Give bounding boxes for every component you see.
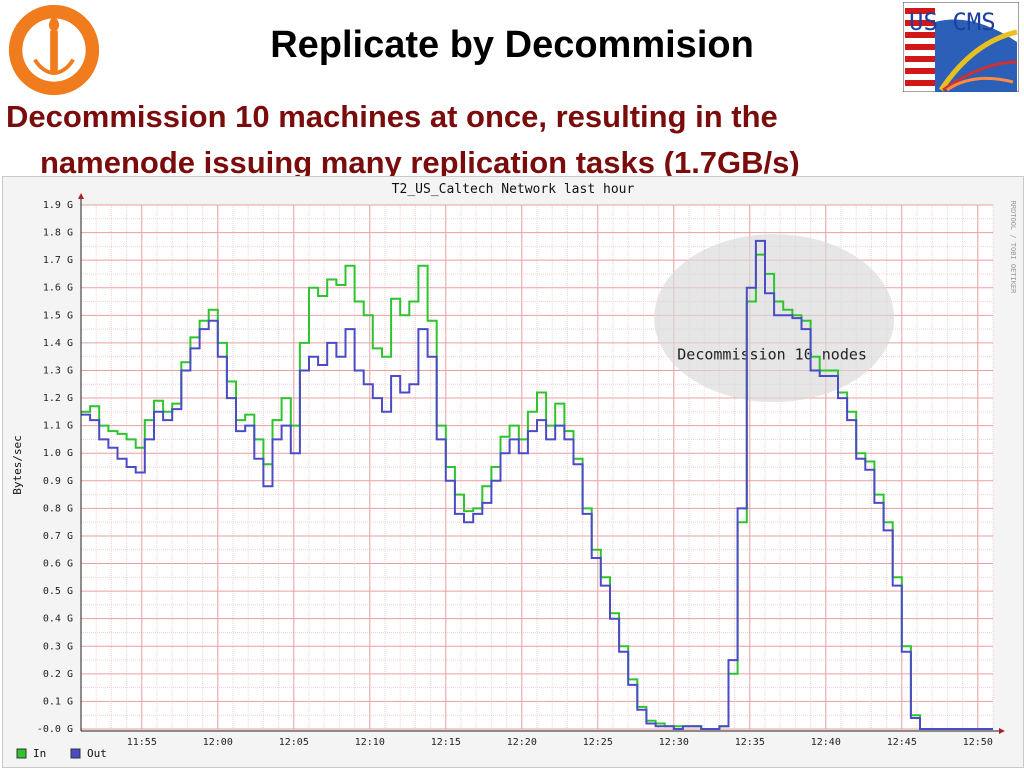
uscms-logo-text: US CMS bbox=[909, 8, 996, 36]
y-tick-label: 0.6 G bbox=[43, 559, 73, 570]
y-tick-label: 1.3 G bbox=[43, 365, 73, 376]
annotation-highlight bbox=[654, 234, 895, 403]
x-tick-label: 12:05 bbox=[279, 737, 309, 748]
x-tick-label: 12:30 bbox=[659, 737, 689, 748]
y-tick-label: 0.3 G bbox=[43, 641, 73, 652]
x-tick-label: 12:25 bbox=[583, 737, 613, 748]
x-tick-label: 12:20 bbox=[507, 737, 537, 748]
network-chart-panel: T2_US_Caltech Network last hour Decommis… bbox=[2, 176, 1024, 768]
legend-label-out: Out bbox=[87, 747, 107, 760]
y-axis-arrow bbox=[78, 193, 84, 199]
annotation-layer: Decommission 10 nodes bbox=[654, 234, 895, 403]
y-tick-label: 0.4 G bbox=[43, 614, 73, 625]
y-tick-label: -0.0 G bbox=[37, 724, 73, 735]
y-tick-label: 1.7 G bbox=[43, 255, 73, 266]
series-out-line bbox=[81, 239, 993, 730]
annotation-label: Decommission 10 nodes bbox=[677, 345, 867, 363]
legend-label-in: In bbox=[33, 747, 46, 760]
x-tick-label: 12:45 bbox=[887, 737, 917, 748]
bullet-line-1: Decommission 10 machines at once, result… bbox=[6, 99, 778, 134]
y-tick-label: 1.1 G bbox=[43, 421, 73, 432]
y-tick-label: 1.2 G bbox=[43, 393, 73, 404]
caltech-seal-logo bbox=[8, 4, 100, 96]
rrdtool-watermark: RRDTOOL / TOBI OETIKER bbox=[1009, 201, 1017, 295]
y-tick-label: 1.4 G bbox=[43, 338, 73, 349]
x-tick-label: 12:10 bbox=[355, 737, 385, 748]
x-tick-label: 12:15 bbox=[431, 737, 461, 748]
y-tick-label: 0.9 G bbox=[43, 476, 73, 487]
uscms-logo: US CMS bbox=[903, 2, 1019, 92]
bullet-text: Decommission 10 machines at once, result… bbox=[6, 94, 1016, 186]
y-tick-label: 1.6 G bbox=[43, 283, 73, 294]
x-tick-label: 12:00 bbox=[203, 737, 233, 748]
axes-layer bbox=[78, 193, 1005, 734]
y-axis-label: Bytes/sec bbox=[11, 435, 24, 495]
y-tick-label: 1.8 G bbox=[43, 228, 73, 239]
x-axis-arrow bbox=[999, 728, 1005, 734]
chart-legend: In Out bbox=[16, 747, 107, 760]
flag-stripes-icon bbox=[905, 8, 935, 86]
network-line-chart: T2_US_Caltech Network last hour Decommis… bbox=[11, 182, 1017, 760]
y-tick-label: 0.8 G bbox=[43, 503, 73, 514]
y-tick-labels: -0.0 G 0.1 G 0.2 G 0.3 G 0.4 G 0.5 G 0.6 G 0.7 … bbox=[37, 200, 73, 735]
y-tick-label: 1.9 G bbox=[43, 200, 73, 211]
series-layer bbox=[81, 239, 993, 730]
x-tick-labels: 11:55 12:00 12:05 12:10 12:15 12:20 12:25 12:30… bbox=[127, 737, 993, 748]
x-tick-label: 12:40 bbox=[811, 737, 841, 748]
x-tick-label: 12:50 bbox=[963, 737, 993, 748]
y-tick-label: 0.5 G bbox=[43, 586, 73, 597]
y-tick-label: 0.7 G bbox=[43, 531, 73, 542]
slide-title: Replicate by Decommision bbox=[270, 24, 754, 66]
x-tick-label: 12:35 bbox=[735, 737, 765, 748]
y-tick-label: 1.5 G bbox=[43, 310, 73, 321]
bullet-line-2: namenode issuing many replication tasks … bbox=[40, 145, 800, 180]
y-tick-label: 1.0 G bbox=[43, 448, 73, 459]
legend-swatch-out bbox=[70, 748, 81, 759]
x-tick-label: 11:55 bbox=[127, 737, 157, 748]
legend-swatch-in bbox=[16, 748, 27, 759]
y-tick-label: 0.1 G bbox=[43, 696, 73, 707]
chart-title: T2_US_Caltech Network last hour bbox=[392, 182, 635, 197]
y-tick-label: 0.2 G bbox=[43, 669, 73, 680]
